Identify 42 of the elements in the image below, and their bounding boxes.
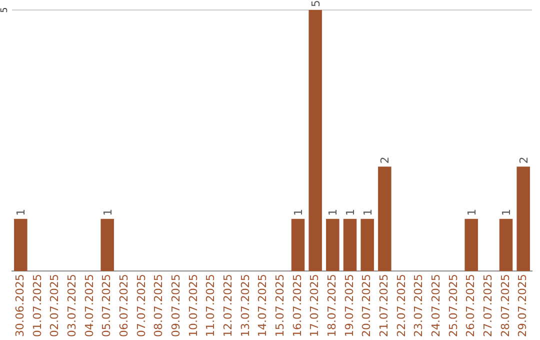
data-label: 2 — [517, 156, 530, 164]
data-label: 1 — [465, 208, 478, 216]
data-label: 1 — [292, 208, 305, 216]
x-tick-label: 14.07.2025 — [256, 274, 270, 338]
x-tick-label: 29.07.2025 — [516, 274, 530, 338]
data-label: 1 — [14, 208, 28, 216]
x-tick-label: 01.07.2025 — [30, 274, 44, 338]
x-tick-label: 27.07.2025 — [482, 274, 495, 338]
x-tick-label: 03.07.2025 — [66, 274, 79, 338]
x-tick-label: 24.07.2025 — [430, 274, 443, 338]
x-tick-label: 25.07.2025 — [446, 274, 460, 338]
x-tick-label: 07.07.2025 — [134, 274, 148, 338]
ref-line-label: 5 — [0, 7, 10, 13]
x-tick-label: 20.07.2025 — [360, 274, 374, 338]
x-tick-label: 10.07.2025 — [186, 274, 200, 338]
x-tick-label: 13.07.2025 — [238, 274, 252, 338]
x-tick-label: 17.07.2025 — [308, 274, 322, 338]
x-tick-label: 28.07.2025 — [498, 274, 512, 338]
x-tick-label: 02.07.2025 — [48, 274, 62, 338]
data-label: 1 — [326, 208, 340, 216]
x-tick-label: 15.07.2025 — [274, 274, 287, 338]
x-tick-label: 11.07.2025 — [204, 274, 218, 338]
data-label: 1 — [361, 208, 374, 216]
x-tick-label: 30.06.2025 — [14, 274, 27, 338]
data-label: 2 — [378, 156, 392, 164]
data-label: 5 — [309, 0, 322, 7]
x-tick-label: 21.07.2025 — [378, 274, 391, 338]
x-tick-label: 23.07.2025 — [412, 274, 426, 338]
data-label: 1 — [500, 208, 513, 216]
x-tick-label: 26.07.2025 — [464, 274, 478, 338]
x-tick-label: 06.07.2025 — [118, 274, 131, 338]
x-tick-label: 18.07.2025 — [326, 274, 339, 338]
x-tick-label: 08.07.2025 — [152, 274, 166, 338]
data-label: 1 — [101, 208, 114, 216]
x-tick-label: 12.07.2025 — [222, 274, 235, 338]
data-label: 1 — [344, 208, 357, 216]
x-tick-label: 05.07.2025 — [100, 274, 114, 338]
x-tick-label: 09.07.2025 — [170, 274, 183, 338]
x-tick-label: 16.07.2025 — [290, 274, 304, 338]
x-tick-label: 22.07.2025 — [394, 274, 408, 338]
x-tick-label: 04.07.2025 — [82, 274, 96, 338]
x-tick-label: 19.07.2025 — [342, 274, 356, 338]
